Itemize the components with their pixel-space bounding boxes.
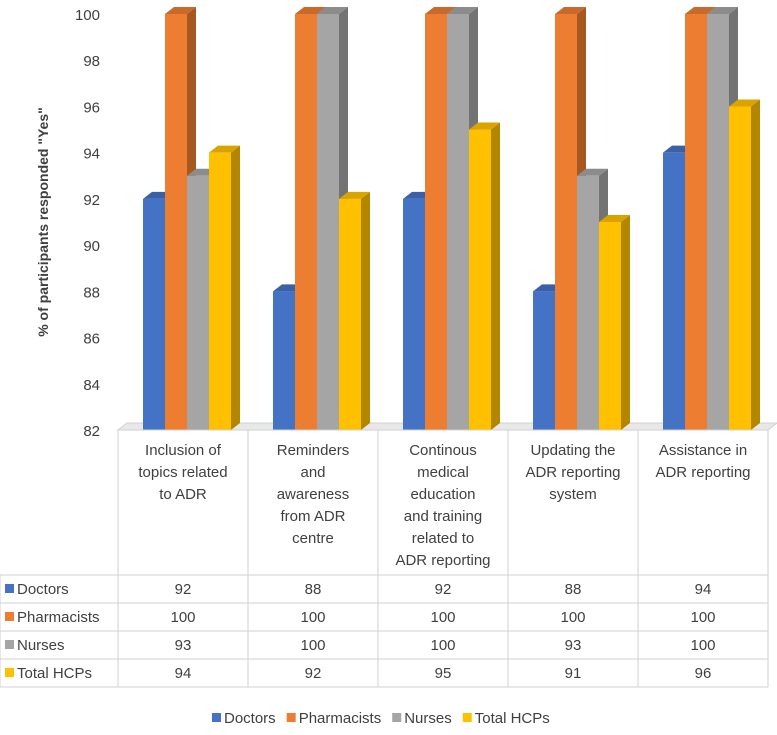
table-cell: 93 <box>565 637 582 654</box>
row-header: Doctors <box>17 581 69 598</box>
table-cell: 88 <box>305 581 322 598</box>
y-tick-label: 96 <box>83 99 100 116</box>
table-cell: 100 <box>300 637 325 654</box>
bar-total-hcps <box>339 191 370 430</box>
y-axis-label: % of participants responded "Yes" <box>35 107 51 337</box>
y-tick-label: 94 <box>83 146 100 163</box>
table-cell: 94 <box>695 581 712 598</box>
row-header: Nurses <box>17 637 65 654</box>
legend-key-total-hcps <box>5 668 14 677</box>
row-header: Pharmacists <box>17 609 100 626</box>
legend-marker <box>392 713 402 722</box>
table-cell: 96 <box>695 665 712 682</box>
category-label: ADR reporting <box>395 552 490 569</box>
category-label: Updating the <box>530 442 615 459</box>
table-cell: 100 <box>300 609 325 626</box>
row-header: Total HCPs <box>17 665 92 682</box>
category-label: ADR reporting <box>655 464 750 481</box>
legend-label: Total HCPs <box>475 710 550 727</box>
table-cell: 88 <box>565 581 582 598</box>
table-cell: 100 <box>430 637 455 654</box>
category-label: related to <box>412 530 475 547</box>
table-cell: 100 <box>690 609 715 626</box>
bar-total-hcps <box>469 122 500 431</box>
table-cell: 92 <box>435 581 452 598</box>
legend-key-doctors <box>5 584 14 593</box>
category-label: Assistance in <box>659 442 747 459</box>
bar-total-hcps <box>209 145 240 430</box>
legend-label: Pharmacists <box>299 710 382 727</box>
table-cell: 95 <box>435 665 452 682</box>
table-cell: 100 <box>690 637 715 654</box>
table-cell: 92 <box>305 665 322 682</box>
legend-marker <box>212 713 221 722</box>
table-cell: 92 <box>175 581 192 598</box>
category-label: to ADR <box>159 486 207 503</box>
table-cell: 91 <box>565 665 582 682</box>
table-cell: 93 <box>175 637 192 654</box>
legend-label: Doctors <box>224 710 276 727</box>
y-tick-label: 100 <box>75 7 100 24</box>
y-tick-label: 90 <box>83 238 100 255</box>
category-label: medical <box>417 464 469 481</box>
category-label: and <box>300 464 325 481</box>
y-tick-label: 92 <box>83 192 100 209</box>
y-tick-label: 86 <box>83 331 100 348</box>
bar-total-hcps <box>729 99 760 430</box>
y-tick-label: 84 <box>83 377 100 394</box>
category-label: Reminders <box>277 442 350 459</box>
category-label: Inclusion of <box>145 442 222 459</box>
table-cell: 100 <box>430 609 455 626</box>
table-cell: 94 <box>175 665 192 682</box>
category-label: topics related <box>138 464 227 481</box>
table-cell: 100 <box>170 609 195 626</box>
legend-marker <box>286 713 296 722</box>
category-label: from ADR <box>280 508 345 525</box>
legend-label: Nurses <box>404 710 452 727</box>
y-tick-label: 82 <box>83 423 100 440</box>
legend-marker <box>462 713 472 722</box>
category-label: system <box>549 486 597 503</box>
category-label: awareness <box>277 486 350 503</box>
category-label: ADR reporting <box>525 464 620 481</box>
category-label: and training <box>404 508 482 525</box>
legend-key-pharmacists <box>5 612 14 621</box>
y-tick-label: 98 <box>83 53 100 70</box>
category-label: centre <box>292 530 334 547</box>
category-label: education <box>410 486 475 503</box>
category-label: Continous <box>409 442 477 459</box>
legend-key-nurses <box>5 640 14 649</box>
table-cell: 100 <box>560 609 585 626</box>
bar-total-hcps <box>599 215 630 430</box>
y-tick-label: 88 <box>83 284 100 301</box>
